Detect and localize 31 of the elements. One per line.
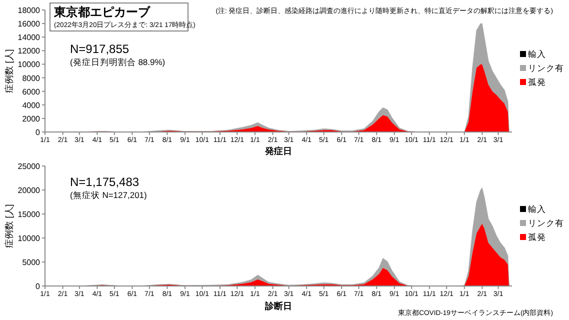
y-tick-label: 15000 (18, 210, 41, 219)
legend-label: 輸入 (528, 204, 546, 214)
legend-label: リンク有 (528, 63, 564, 73)
y-tick-label: 4000 (22, 100, 41, 110)
annotation: (発症日判明割合 88.9%) (70, 57, 166, 67)
y-tick-label: 12000 (18, 46, 41, 56)
y-tick-label: 0 (36, 282, 41, 291)
y-tick-label: 5000 (22, 258, 41, 267)
x-axis-title: 発症日 (264, 146, 292, 156)
y-tick-label: 10000 (18, 234, 41, 243)
annotation: N=917,855 (70, 42, 130, 56)
y-tick-label: 6000 (22, 87, 41, 96)
x-axis-title: 診断日 (264, 301, 292, 311)
annotation: (無症状 N=127,201) (70, 190, 148, 200)
y-tick-label: 0 (36, 128, 41, 137)
legend-label: 輸入 (528, 49, 546, 59)
y-axis-title: 症例数 [人] (4, 204, 14, 248)
legend-label: 孤発 (528, 77, 546, 87)
y-tick-label: 16000 (18, 20, 41, 29)
y-axis-title: 症例数 [人] (4, 49, 14, 93)
y-tick-label: 18000 (18, 6, 41, 15)
y-tick-label: 10000 (18, 60, 41, 70)
legend-label: 孤発 (528, 232, 546, 242)
y-tick-label: 2000 (22, 114, 41, 124)
annotation: N=1,175,483 (70, 175, 140, 189)
chart-title: 東京都エピカーブ (53, 5, 151, 19)
legend-label: リンク有 (528, 218, 564, 228)
y-tick-label: 8000 (22, 74, 41, 83)
y-tick-label: 25000 (18, 162, 41, 171)
y-tick-label: 14000 (18, 33, 41, 42)
y-tick-label: 20000 (18, 186, 41, 195)
